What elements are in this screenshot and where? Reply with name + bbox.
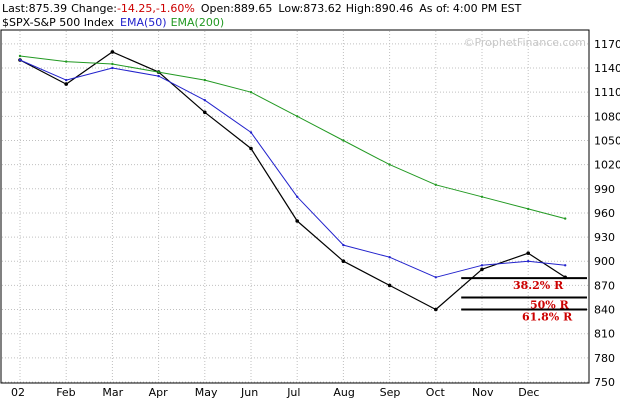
ema50-series-point — [249, 131, 253, 134]
x-tick-label: Aug — [333, 386, 354, 399]
ema50-series-point — [527, 260, 530, 263]
retracement-label: 61.8% R — [522, 311, 573, 324]
ema200-series-point — [111, 62, 114, 66]
price-series-point — [110, 50, 115, 54]
y-axis: 750 780 810 840 870 900 930 960 990 1020 1050 1080 1… — [594, 38, 620, 389]
x-tick-label: Oct — [426, 386, 446, 399]
ema50-series-point — [480, 264, 484, 267]
y-tick-label: 1050 — [594, 134, 620, 147]
price-series-point — [526, 251, 530, 255]
y-tick-label: 990 — [594, 183, 615, 196]
ema50-series-point — [388, 256, 391, 259]
x-tick-label: May — [195, 386, 218, 399]
open-value: 889.65 — [234, 2, 273, 15]
price-series-point — [434, 307, 438, 312]
x-tick-label: 02 — [11, 386, 25, 399]
legend-ema50: EMA(50) — [120, 16, 167, 29]
x-tick-label: Dec — [518, 386, 539, 399]
x-tick-label: Feb — [56, 386, 75, 399]
plot-frame — [0, 29, 590, 384]
asof-value: 4:00 PM EST — [453, 2, 522, 15]
change-value: -14.25,-1.60% — [117, 2, 195, 15]
low-value: 873.62 — [303, 2, 342, 15]
y-tick-label: 870 — [594, 279, 615, 292]
high-value: 890.46 — [375, 2, 414, 15]
ema200-series-point — [203, 78, 206, 82]
y-tick-label: 750 — [594, 376, 615, 389]
ema200-series-point — [527, 207, 530, 211]
legend-ema200: EMA(200) — [171, 16, 225, 29]
ema50-series-point — [434, 276, 437, 279]
ema200-series-point — [480, 195, 484, 198]
retracement-label: 50% R — [530, 298, 570, 311]
y-tick-label: 1170 — [594, 38, 620, 51]
price-series-point — [249, 146, 253, 151]
change-label: Change: — [71, 2, 117, 15]
price-series-point — [295, 219, 300, 223]
ema50-series-point — [18, 58, 22, 62]
y-tick-label: 840 — [594, 304, 615, 317]
price-series-point — [387, 283, 392, 288]
high-label: High: — [346, 2, 375, 15]
y-tick-label: 930 — [594, 231, 615, 244]
ema50-series-point — [203, 99, 206, 102]
ema50-series-point — [65, 78, 68, 82]
x-tick-label: Jul — [286, 386, 300, 399]
ema200-series-point — [342, 139, 345, 142]
x-tick-label: Sep — [380, 386, 401, 399]
retracement-label: 38.2% R — [513, 279, 564, 292]
price-series-point — [203, 110, 207, 115]
price-series-point — [64, 82, 68, 86]
x-tick-label: Nov — [472, 386, 494, 399]
ema200-series-point — [157, 70, 160, 74]
y-tick-label: 960 — [594, 207, 615, 220]
x-tick-label: Jun — [240, 386, 258, 399]
y-tick-label: 780 — [594, 352, 615, 365]
y-tick-label: 1140 — [594, 62, 620, 75]
ema200-series-point — [564, 217, 567, 220]
watermark: ©ProphetFinance.com — [463, 36, 586, 49]
open-label: Open: — [201, 2, 234, 15]
y-tick-label: 1080 — [594, 110, 620, 123]
ema200-series-point — [388, 163, 391, 166]
legend-symbol: $SPX-S&P 500 Index — [2, 16, 115, 29]
last-value: 875.39 — [29, 2, 68, 15]
ema200-series-point — [249, 91, 253, 94]
x-tick-label: Apr — [149, 386, 169, 399]
low-label: Low: — [278, 2, 303, 15]
y-tick-label: 1020 — [594, 159, 620, 172]
series-layer — [18, 50, 567, 312]
last-label: Last: — [2, 2, 29, 15]
ema200-series-point — [65, 60, 68, 63]
annotations-layer: 38.2% R 50% R61.8% R — [461, 277, 587, 324]
ema200-series-point — [18, 54, 22, 58]
ema200-series-point — [434, 183, 437, 186]
price-series-point — [341, 259, 346, 264]
x-tick-label: Mar — [102, 386, 123, 399]
ema50-series-point — [111, 66, 114, 70]
ema50-series-point — [564, 264, 567, 267]
asof-label: As of: — [419, 2, 450, 15]
ema50-series-point — [342, 243, 345, 247]
ema50-series-point — [296, 195, 299, 198]
ema200-series-point — [296, 115, 299, 118]
x-axis: 02 Feb Mar Apr May Jun Jul Aug Sep Oct Nov Dec — [11, 386, 539, 399]
y-tick-label: 900 — [594, 255, 615, 268]
y-tick-label: 1110 — [594, 86, 620, 99]
price-series-point — [480, 267, 484, 272]
ema50-series-point — [157, 74, 160, 78]
y-tick-label: 810 — [594, 328, 615, 341]
